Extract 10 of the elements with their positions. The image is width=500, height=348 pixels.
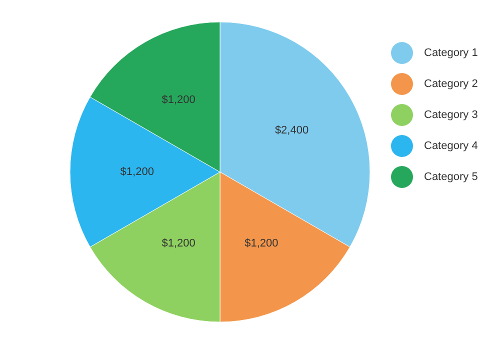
legend-label: Category 4 [424,140,478,152]
legend-label: Category 1 [424,46,478,59]
legend-label: Category 2 [424,78,478,90]
legend-label: Category 5 [424,170,478,183]
data-label: $1,200 [162,94,196,106]
data-label: $1,200 [120,166,154,178]
data-label: $1,200 [162,238,196,250]
data-label: $2,400 [274,124,309,136]
data-label: $1,200 [244,238,278,250]
legend-label: Category 3 [424,108,478,121]
